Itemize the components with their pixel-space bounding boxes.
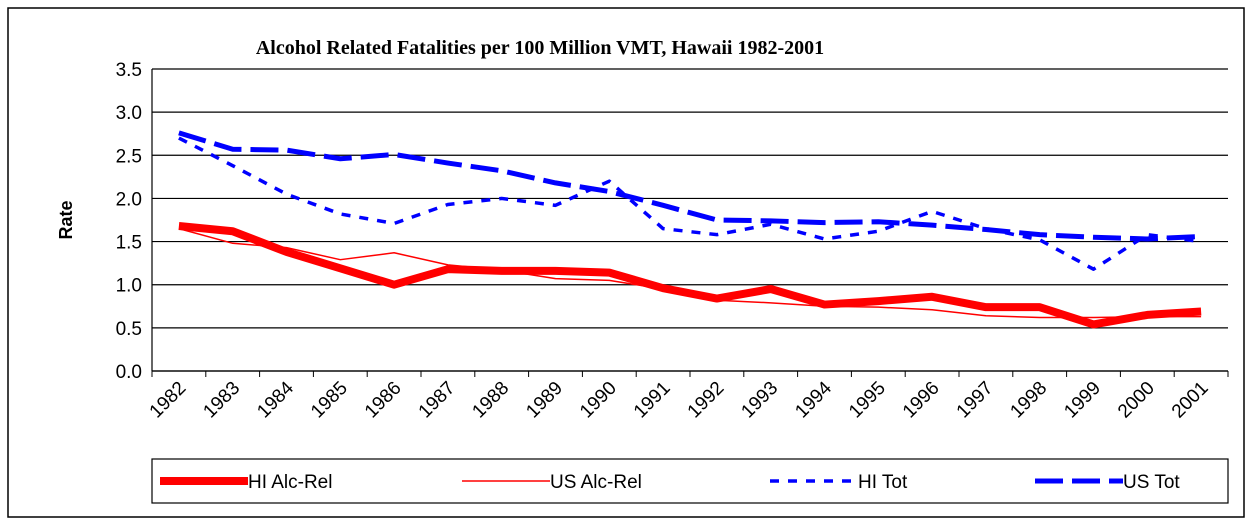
y-tick-label: 1.5 <box>116 233 142 254</box>
legend-label: HI Tot <box>858 472 908 493</box>
y-tick-label: 0.0 <box>116 362 142 383</box>
y-tick-label: 2.0 <box>116 189 142 210</box>
legend-label: US Tot <box>1123 472 1180 493</box>
chart-title: Alcohol Related Fatalities per 100 Milli… <box>256 37 824 59</box>
y-tick-label: 2.5 <box>116 146 142 167</box>
legend-label: HI Alc-Rel <box>248 472 332 493</box>
chart-border <box>7 7 1245 518</box>
y-tick-label: 3.5 <box>116 60 142 81</box>
series-line <box>178 130 1202 242</box>
y-tick-label: 3.0 <box>116 103 142 124</box>
legend-label: US Alc-Rel <box>550 472 642 493</box>
y-axis-label: Rate <box>56 200 76 239</box>
series-line <box>178 222 1202 329</box>
series-line <box>178 136 1202 271</box>
y-tick-label: 0.5 <box>116 319 142 340</box>
series-line <box>178 227 1202 319</box>
y-tick-label: 1.0 <box>116 276 142 297</box>
